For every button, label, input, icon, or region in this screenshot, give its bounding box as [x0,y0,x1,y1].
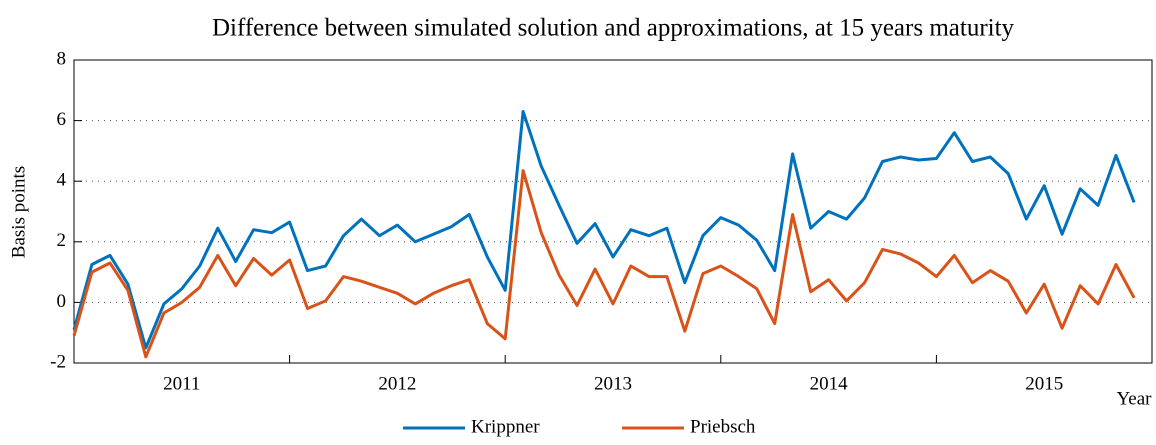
x-axis-label: Year [1116,388,1152,409]
y-tick-label: 4 [57,170,67,191]
y-tick-label: -2 [50,351,66,372]
y-tick-label: 2 [57,230,67,251]
data-line [72,110,1136,350]
chart-title: Difference between simulated solution an… [212,15,1015,42]
data-line [72,169,1136,359]
x-tick-label: 2014 [810,373,849,394]
x-tick-label: 2012 [378,373,416,394]
y-tick-label: 6 [57,109,67,130]
legend-label: Krippner [471,416,540,437]
y-tick-label: 8 [57,48,67,69]
legend-label: Priebsch [690,416,756,437]
y-axis-label: Basis points [8,166,29,258]
x-tick-label: 2011 [163,373,200,394]
plot-frame [73,59,1153,364]
y-tick-label: 0 [57,291,67,312]
x-tick-label: 2015 [1025,373,1063,394]
x-tick-label: 2013 [594,373,632,394]
